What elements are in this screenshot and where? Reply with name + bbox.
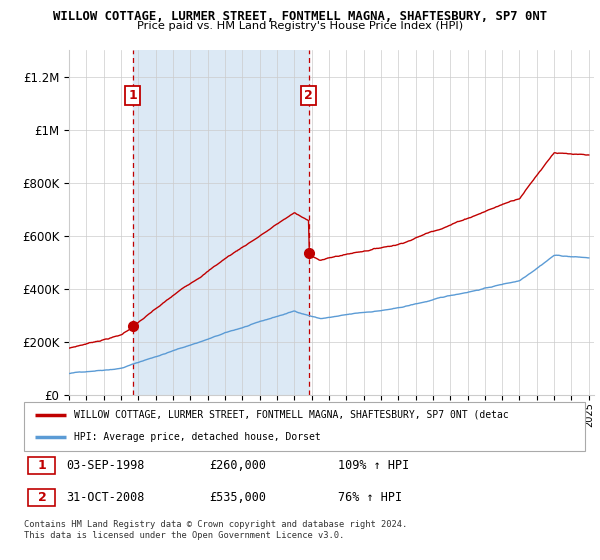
Text: £260,000: £260,000 (209, 459, 266, 472)
Text: 03-SEP-1998: 03-SEP-1998 (66, 459, 145, 472)
Text: 76% ↑ HPI: 76% ↑ HPI (338, 491, 402, 504)
Text: Contains HM Land Registry data © Crown copyright and database right 2024.: Contains HM Land Registry data © Crown c… (24, 520, 407, 529)
Text: This data is licensed under the Open Government Licence v3.0.: This data is licensed under the Open Gov… (24, 531, 344, 540)
FancyBboxPatch shape (28, 489, 55, 506)
FancyBboxPatch shape (28, 457, 55, 474)
Text: £535,000: £535,000 (209, 491, 266, 504)
Text: WILLOW COTTAGE, LURMER STREET, FONTMELL MAGNA, SHAFTESBURY, SP7 0NT: WILLOW COTTAGE, LURMER STREET, FONTMELL … (53, 10, 547, 23)
Bar (133, 50, 308, 395)
Text: 1: 1 (38, 459, 46, 472)
Text: 2: 2 (38, 491, 46, 504)
Text: WILLOW COTTAGE, LURMER STREET, FONTMELL MAGNA, SHAFTESBURY, SP7 0NT (detac: WILLOW COTTAGE, LURMER STREET, FONTMELL … (74, 410, 509, 420)
Text: Price paid vs. HM Land Registry's House Price Index (HPI): Price paid vs. HM Land Registry's House … (137, 21, 463, 31)
Text: HPI: Average price, detached house, Dorset: HPI: Average price, detached house, Dors… (74, 432, 321, 442)
Text: 1: 1 (128, 89, 137, 102)
Text: 31-OCT-2008: 31-OCT-2008 (66, 491, 145, 504)
Text: 109% ↑ HPI: 109% ↑ HPI (338, 459, 409, 472)
Text: 2: 2 (304, 89, 313, 102)
FancyBboxPatch shape (24, 402, 585, 451)
